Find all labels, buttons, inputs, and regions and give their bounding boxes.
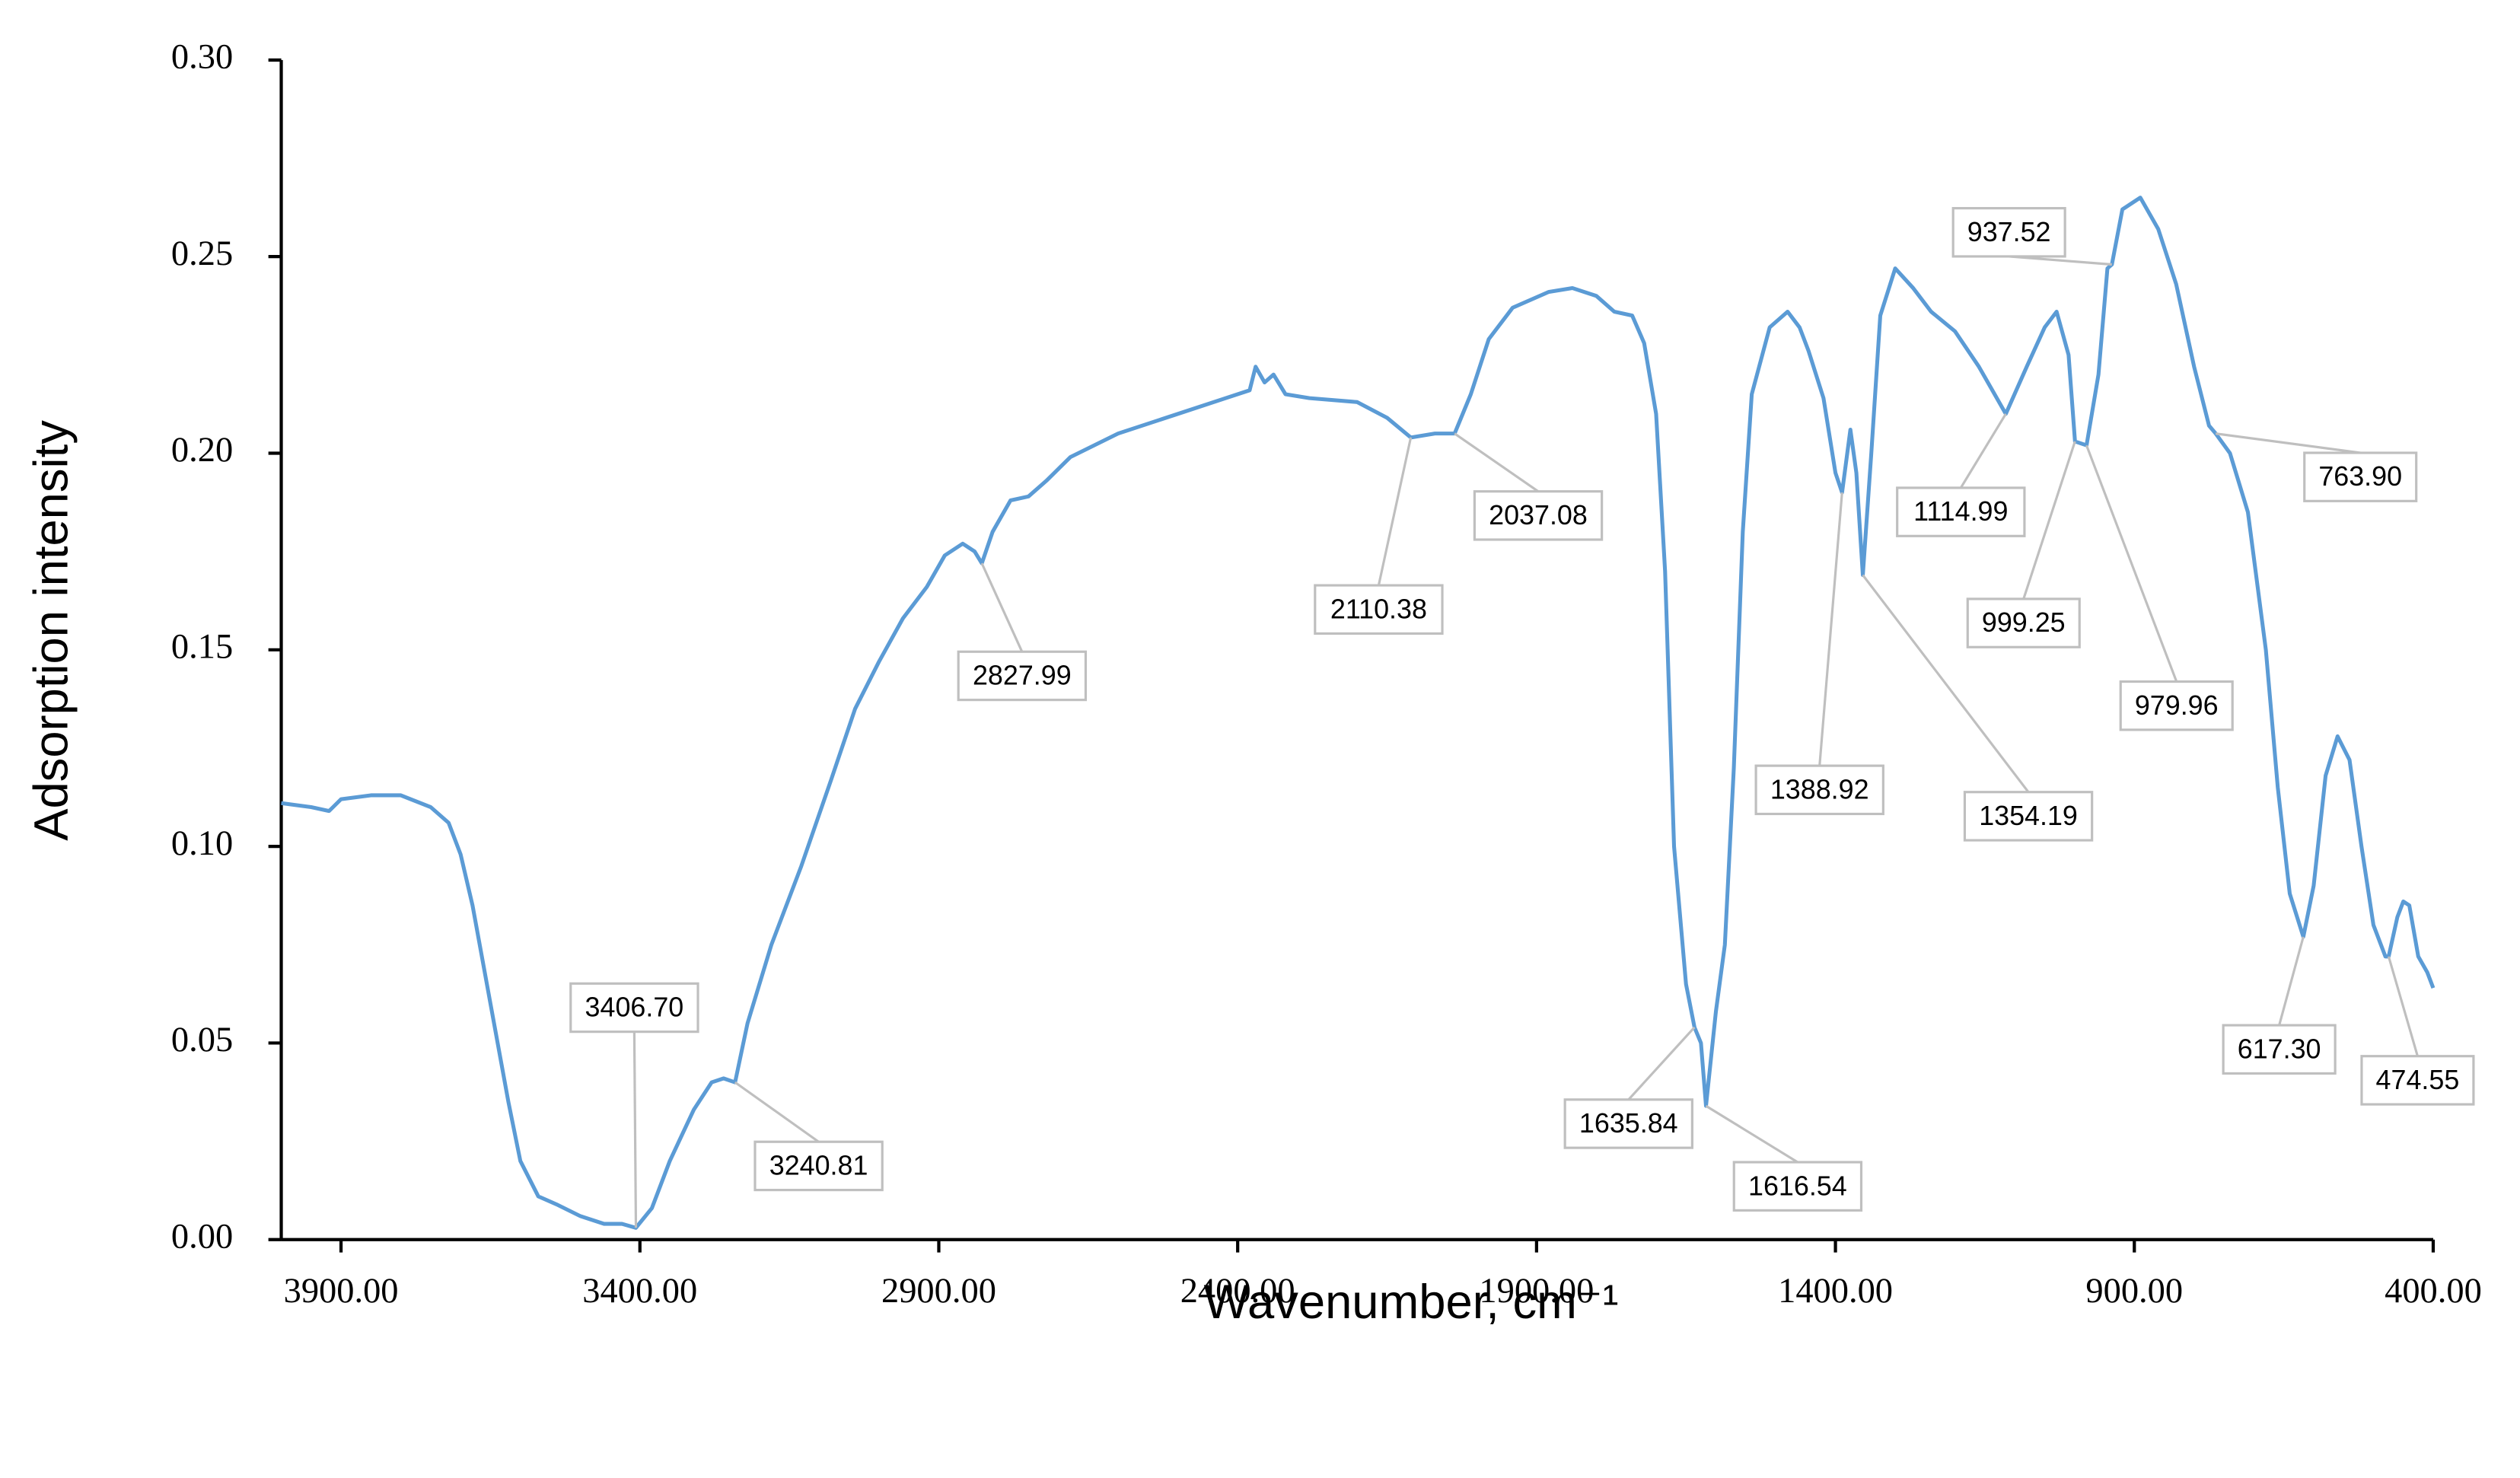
annotation-box <box>1896 486 2026 537</box>
x-tick-label: 3900.00 <box>284 1272 399 1311</box>
annotation-label: 474.55 <box>2376 1065 2460 1095</box>
annotation-label: 1388.92 <box>1770 774 1869 804</box>
annotation-box <box>753 1140 884 1192</box>
annotation-leader <box>1627 1026 1696 1101</box>
annotation-label: 1635.84 <box>1579 1108 1678 1139</box>
x-tick-label: 900.00 <box>2085 1272 2183 1311</box>
y-tick-label: 0.10 <box>171 824 233 863</box>
annotation-box <box>957 650 1088 702</box>
annotation-label: 2037.08 <box>1489 500 1588 530</box>
y-axis-title: Adsorption intensity <box>25 420 78 841</box>
annotation-box <box>1951 207 2066 258</box>
annotation-label: 979.96 <box>2135 690 2219 721</box>
annotation-label: 999.25 <box>1982 607 2066 638</box>
x-tick-label: 1900.00 <box>1479 1272 1594 1311</box>
annotation-label: 2110.38 <box>1330 594 1427 624</box>
y-tick-label: 0.20 <box>171 431 233 470</box>
x-tick-label: 2400.00 <box>1180 1272 1295 1311</box>
annotation-box <box>2119 680 2234 731</box>
annotation-box <box>1473 490 1604 541</box>
annotation-box <box>1563 1098 1693 1149</box>
x-tick-label: 1400.00 <box>1778 1272 1893 1311</box>
annotation-leader <box>1818 492 1843 766</box>
y-tick-label: 0.05 <box>171 1021 233 1059</box>
annotation-leader <box>980 562 1024 652</box>
annotation-leader <box>1705 1104 1798 1164</box>
annotation-box <box>569 982 699 1034</box>
annotation-leader <box>2215 432 2361 454</box>
annotation-leader <box>2085 444 2178 683</box>
y-tick-label: 0.25 <box>171 234 233 273</box>
x-tick-label: 400.00 <box>2385 1272 2482 1311</box>
annotation-box <box>2222 1024 2337 1075</box>
annotation-box <box>1963 791 2094 842</box>
annotation-label: 3406.70 <box>585 992 684 1023</box>
annotation-leader <box>2387 956 2419 1057</box>
x-tick-label: 3400.00 <box>582 1272 697 1311</box>
annotation-label: 763.90 <box>2318 461 2402 492</box>
annotation-leader <box>632 1031 638 1228</box>
annotation-label: 1354.19 <box>1979 801 2078 831</box>
annotation-label: 937.52 <box>1967 217 2051 247</box>
y-tick-label: 0.15 <box>171 627 233 666</box>
annotation-box <box>2360 1055 2475 1106</box>
annotation-leader <box>2009 255 2112 266</box>
annotation-label: 617.30 <box>2238 1034 2321 1064</box>
annotation-leader <box>2022 441 2076 600</box>
annotation-label: 1114.99 <box>1913 496 2008 527</box>
spectrum-line <box>281 196 2436 1230</box>
annotation-box <box>1966 597 2081 648</box>
annotation-box <box>2303 451 2418 502</box>
annotation-leader <box>2278 936 2305 1026</box>
y-tick-label: 0.00 <box>171 1217 233 1256</box>
annotation-box <box>1314 584 1444 635</box>
annotation-box <box>1754 764 1884 816</box>
annotation-leader <box>1959 413 2007 489</box>
annotation-label: 3240.81 <box>769 1151 868 1181</box>
x-axis-title: Wavenumber, cm⁻¹ <box>1204 1276 1619 1329</box>
annotation-leader <box>1454 432 1539 492</box>
annotation-leader <box>1377 437 1413 586</box>
annotation-box <box>1732 1161 1863 1212</box>
annotation-leader <box>734 1081 820 1143</box>
annotation-leader <box>1862 574 2030 793</box>
y-tick-label: 0.30 <box>171 38 233 77</box>
annotation-label: 1616.54 <box>1748 1171 1847 1201</box>
annotation-label: 2827.99 <box>973 661 1072 691</box>
x-tick-label: 2900.00 <box>881 1272 996 1311</box>
